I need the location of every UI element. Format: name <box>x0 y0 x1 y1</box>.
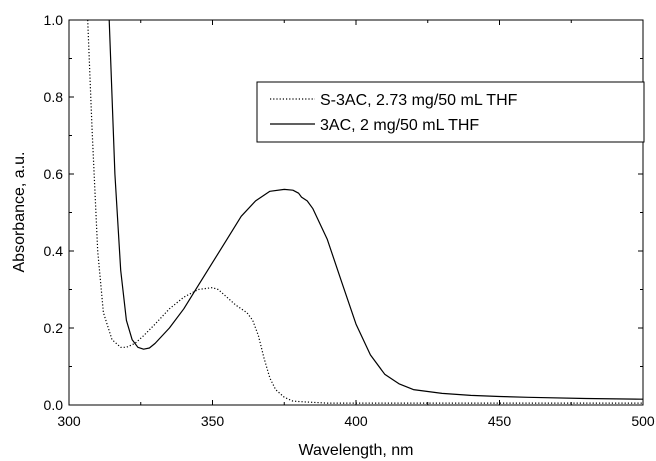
y-tick-label: 0.4 <box>44 243 64 259</box>
y-tick-label: 0.8 <box>44 89 64 105</box>
x-tick-label: 400 <box>344 413 368 429</box>
series-layer <box>87 19 644 404</box>
legend-label-s3ac: S-3AC, 2.73 mg/50 mL THF <box>320 92 518 109</box>
y-tick-label: 0.2 <box>44 320 64 336</box>
x-tick-label: 500 <box>631 413 655 429</box>
legend-box <box>256 81 645 143</box>
legend-label-3ac: 3AC, 2 mg/50 mL THF <box>320 117 479 134</box>
y-tick-label: 0.0 <box>44 397 64 413</box>
x-tick-label: 350 <box>201 413 225 429</box>
3ac-curve <box>108 19 644 400</box>
plot-frame <box>68 19 644 406</box>
x-tick-label: 450 <box>488 413 512 429</box>
y-axis-label: Absorbance, a.u. <box>11 152 28 273</box>
x-tick-label: 300 <box>57 413 81 429</box>
y-tick-label: 1.0 <box>44 12 64 28</box>
y-tick-label: 0.6 <box>44 166 64 182</box>
tick-layer: 300 350 400 450 500 0.0 0.2 0.4 0.6 0.8 1.0 <box>44 12 655 429</box>
legend: S-3AC, 2.73 mg/50 mL THF 3AC, 2 mg/50 mL… <box>256 81 645 143</box>
x-axis-label: Wavelength, nm <box>298 442 413 459</box>
s3ac-curve <box>87 19 643 404</box>
